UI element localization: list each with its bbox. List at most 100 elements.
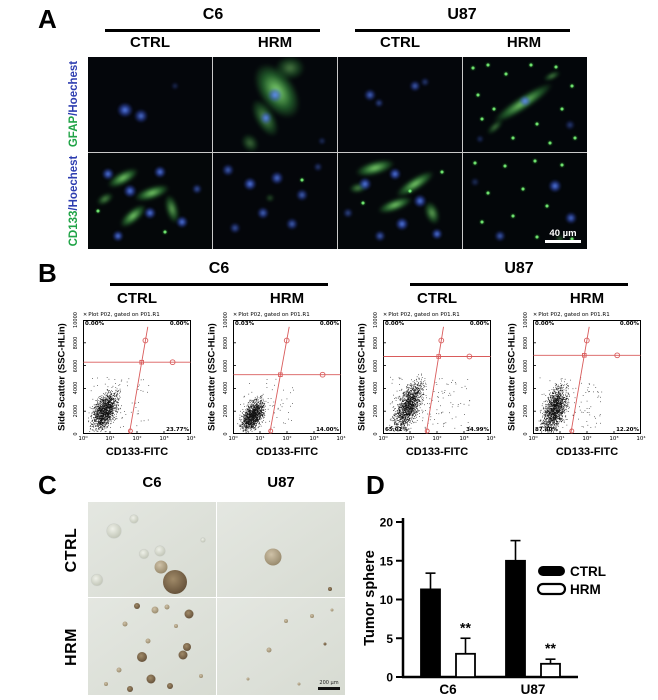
sphere-image-hrm-c6 [88, 598, 216, 695]
nucleus-blob [564, 212, 577, 225]
legend-label-ctrl: CTRL [570, 564, 606, 579]
panel-a-col-hrm-2: HRM [506, 34, 542, 51]
tumor-sphere [323, 642, 327, 646]
flow-x-tick: 10² [282, 436, 292, 442]
plot-title-text: Plot P02, gated on P01.R1 [238, 312, 310, 318]
flow-x-tick: 10⁴ [486, 436, 496, 442]
tumor-sphere [91, 574, 103, 586]
nucleus-blob [117, 102, 134, 118]
flow-y-tick: 4000 [73, 382, 79, 395]
bar-hrm-c6 [455, 652, 476, 679]
tumor-sphere [127, 686, 134, 693]
tumor-sphere [201, 538, 206, 542]
green-speckle [570, 84, 574, 87]
nucleus-blob [229, 222, 241, 234]
panel-c-col-c6: C6 [142, 474, 162, 491]
flow-x-axis-label: CD133-FITC [405, 446, 469, 458]
flow-plot-area: 0.00% 0.00% 65.01% 34.99% [382, 319, 492, 435]
green-speckle [486, 191, 490, 195]
pct-bottom-left: 87.80% [535, 427, 558, 433]
flow-x-axis-label: CD133-FITC [255, 446, 319, 458]
flow-y-tick: 2000 [373, 404, 379, 418]
flow-plot-title: ✕Plot P02, gated on P01.R1 [233, 312, 363, 318]
panel-a-col-hrm-1: HRM [257, 34, 293, 51]
flow-scatter [232, 319, 342, 435]
nucleus-blob [267, 87, 283, 103]
panel-c-row-label-hrm: HRM [63, 628, 80, 666]
tumor-sphere [151, 606, 159, 614]
nucleus-blob [318, 136, 327, 145]
green-speckle [408, 189, 412, 193]
panel-a-micrograph-grid: 40 µm [88, 57, 587, 249]
panel-c-row-label-ctrl: CTRL [63, 527, 80, 573]
nucleus-blob [364, 89, 377, 101]
flow-col-label: HRM [269, 290, 305, 307]
pct-bottom-left: 65.01% [385, 427, 408, 433]
flow-y-tick: 6000 [373, 359, 379, 372]
flow-x-tick: 10¹ [405, 436, 415, 442]
green-cell-blob [555, 235, 564, 243]
green-speckle [480, 220, 484, 224]
pct-bottom-right: 14.00% [316, 427, 339, 433]
panel-b-group-u87: U87 [504, 260, 534, 277]
flow-y-tick: 8000 [223, 336, 229, 350]
flow-x-tick: 10⁰ [528, 436, 538, 442]
panel-a-label: A [38, 4, 57, 34]
nucleus-blob [170, 81, 179, 90]
flow-plot-title: ✕Plot P02, gated on P01.R1 [83, 312, 213, 318]
green-speckle [545, 204, 549, 208]
pct-bottom-right: 23.77% [166, 427, 189, 433]
panel-b-group-c6-underline [110, 283, 328, 286]
nucleus-blob [221, 164, 234, 177]
nucleus-blob [260, 111, 273, 125]
flow-y-tick: 10000 [73, 312, 79, 328]
flow-x-tick: 10³ [159, 436, 169, 442]
green-speckle [548, 141, 552, 144]
flow-y-tick: 2000 [523, 404, 529, 418]
flow-y-axis-label: Side Scatter (SSC-HLin) [56, 323, 68, 431]
nucleus-blob [144, 206, 156, 219]
flow-plot-4: HRM ✕Plot P02, gated on P01.R1 Side Scatte… [505, 290, 655, 466]
micrograph-gfap-c6-hrm [213, 57, 337, 152]
panel-c-sphere-grid: 200 µm [88, 502, 345, 695]
scale-bar-text: 200 µm [319, 680, 339, 686]
nucleus-blob [112, 230, 124, 242]
sphere-image-hrm-u87: 200 µm [217, 598, 345, 695]
flow-y-tick: 4000 [223, 382, 229, 395]
nucleus-blob [470, 177, 480, 187]
flow-y-tick: 10000 [223, 312, 229, 328]
legend-label-hrm: HRM [570, 582, 601, 597]
nucleus-blob [123, 184, 137, 198]
nucleus-blob [413, 194, 427, 208]
green-speckle [529, 63, 533, 67]
green-speckle [361, 201, 365, 205]
pct-top-right: 0.00% [319, 321, 339, 327]
tumor-sphere [297, 682, 301, 686]
flow-col-label: HRM [569, 290, 605, 307]
panel-a-group-c6: C6 [202, 6, 224, 23]
flow-y-tick: 10000 [373, 312, 379, 328]
flow-x-tick: 10⁴ [336, 436, 346, 442]
nucleus-blob [431, 228, 443, 240]
flow-y-tick: 10000 [523, 312, 529, 328]
nucleus-blob [395, 217, 409, 231]
flow-x-tick: 10⁰ [378, 436, 388, 442]
pct-bottom-right: 12.20% [616, 427, 639, 433]
sphere-image-ctrl-u87 [217, 502, 345, 597]
flow-x-tick: 10¹ [555, 436, 565, 442]
nucleus-blob [494, 230, 506, 242]
flow-y-tick: 4000 [523, 382, 529, 395]
d-category-label: U87 [521, 682, 546, 697]
green-speckle [96, 209, 100, 213]
flow-y-tick: 2000 [73, 404, 79, 418]
tumor-sphere [164, 604, 170, 610]
tumor-sphere [146, 674, 156, 684]
plot-marker-icon: ✕ [383, 312, 388, 318]
flow-y-tick: 6000 [73, 359, 79, 372]
nucleus-blob [256, 206, 269, 219]
green-speckle [163, 230, 167, 234]
flow-plot-area: 0.00% 0.00% 23.77% [82, 319, 192, 435]
flow-x-tick: 10³ [459, 436, 469, 442]
pct-top-right: 0.00% [619, 321, 639, 327]
nucleus-blob [389, 168, 402, 181]
